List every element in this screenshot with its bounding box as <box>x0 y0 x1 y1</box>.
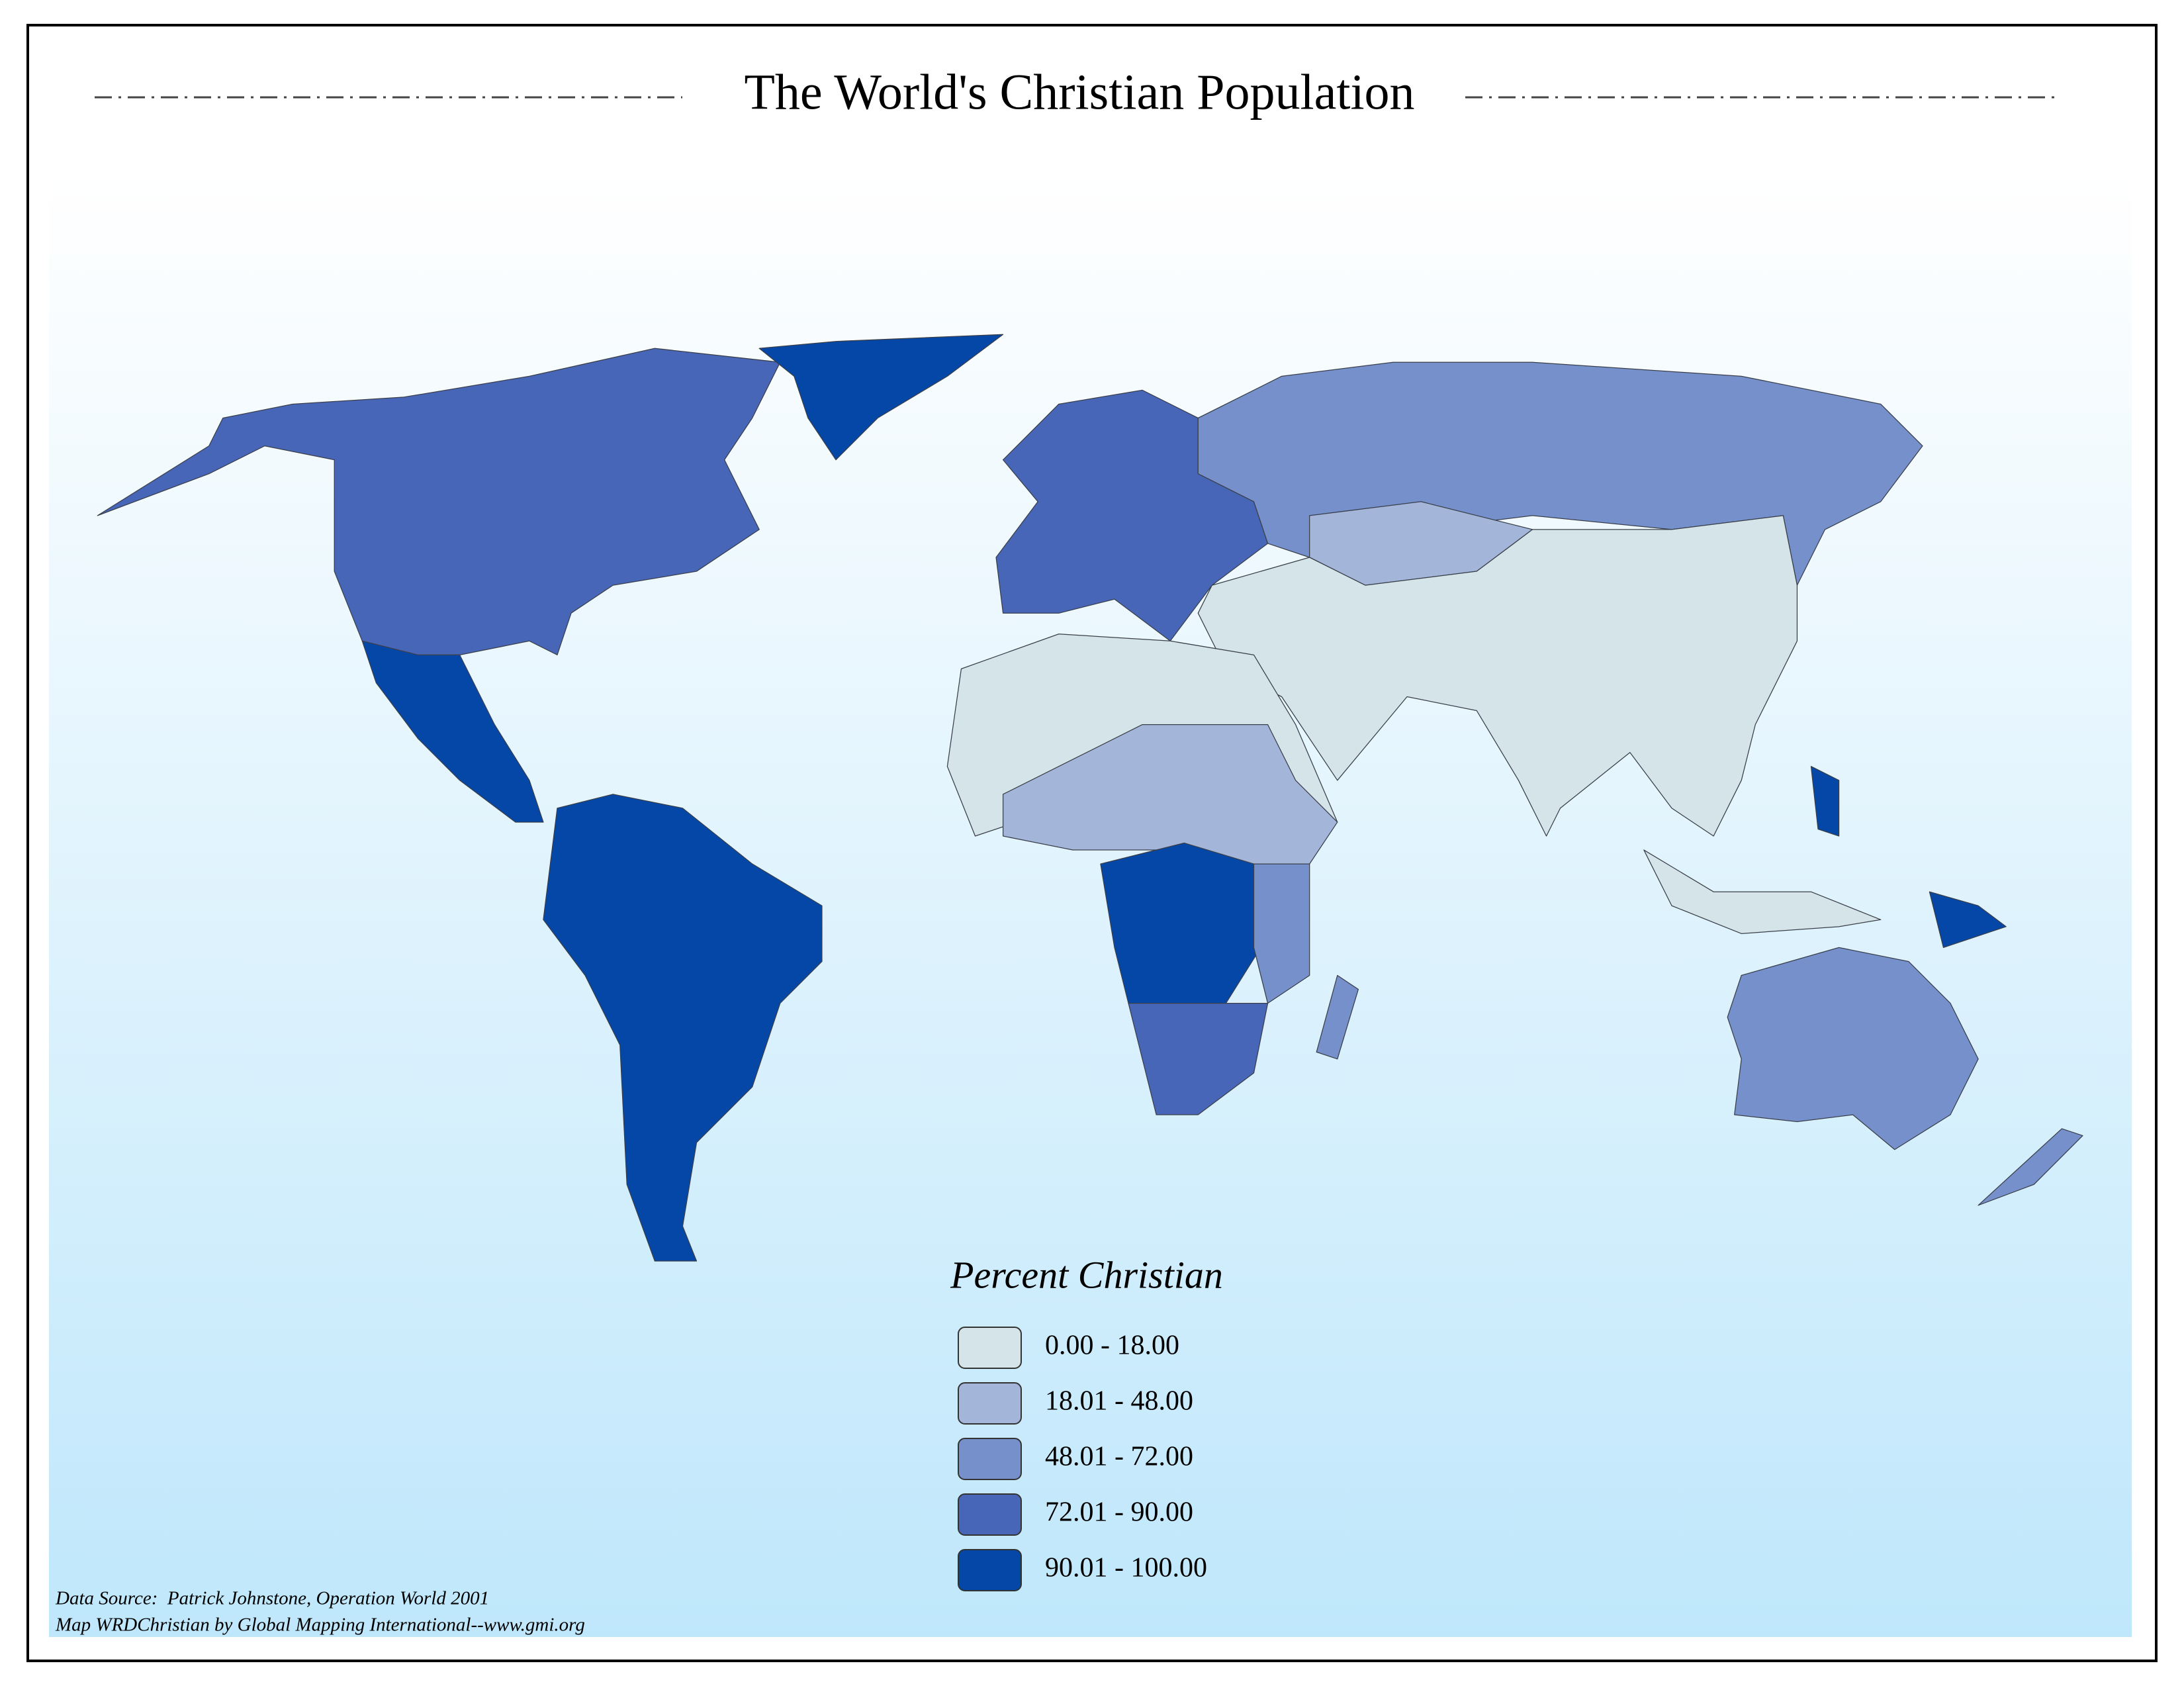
legend-swatch <box>958 1549 1022 1591</box>
legend-swatch <box>958 1382 1022 1425</box>
legend: 0.00 - 18.00 18.01 - 48.00 48.01 - 72.00 72… <box>958 1327 1207 1591</box>
central-africa <box>1100 842 1261 1004</box>
legend-swatch <box>958 1438 1022 1480</box>
indonesia <box>1643 849 1882 934</box>
legend-label: 18.01 - 48.00 <box>1045 1386 1193 1417</box>
legend-title: Percent Christian <box>950 1253 1223 1296</box>
southern-africa <box>1128 1002 1269 1115</box>
east-africa <box>1253 863 1310 1004</box>
legend-label: 0.00 - 18.00 <box>1045 1331 1179 1361</box>
papua-new-guinea <box>1929 891 2007 949</box>
new-zealand <box>1978 1128 2083 1206</box>
legend-label: 90.01 - 100.00 <box>1045 1553 1207 1583</box>
greenland <box>758 334 1004 461</box>
asia <box>1197 515 1798 837</box>
legend-swatch <box>958 1493 1022 1536</box>
madagascar <box>1316 974 1359 1060</box>
credit-note: Map WRDChristian by Global Mapping Inter… <box>55 1615 585 1636</box>
legend-swatch <box>958 1327 1022 1369</box>
australia <box>1727 947 1979 1150</box>
north-america <box>97 348 781 655</box>
legend-label: 48.01 - 72.00 <box>1045 1442 1193 1472</box>
south-america <box>543 794 823 1262</box>
source-note: Data Source: Patrick Johnstone, Operatio… <box>55 1588 489 1609</box>
philippines <box>1810 766 1840 837</box>
land-masses <box>97 334 2083 1262</box>
central-america <box>361 640 544 823</box>
map-title: The World's Christian Population <box>744 64 1414 120</box>
legend-label: 72.01 - 90.00 <box>1045 1497 1193 1528</box>
